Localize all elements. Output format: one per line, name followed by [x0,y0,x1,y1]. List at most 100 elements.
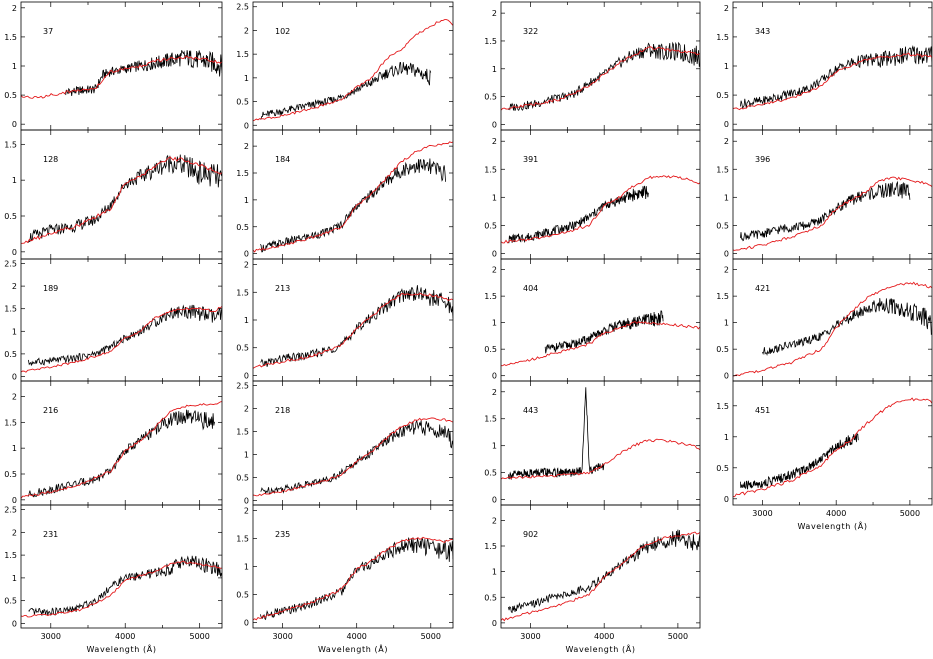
y-tick-label-443: 1 [492,442,497,451]
panel-title-322: 322 [523,27,538,36]
y-tick-label-216: 0.5 [4,470,17,479]
y-tick-label-421: 1 [724,319,729,328]
y-tick-label-235: 1 [244,563,249,572]
y-tick-label-184: 1.5 [236,169,249,178]
x-tick-label-231: 3000 [41,632,61,641]
y-tick-label-231: 0 [12,619,17,628]
panel-title-443: 443 [523,406,538,415]
panel-421: 0 0.5 1 1.5 2 421 [716,258,933,382]
series-model-189 [21,305,222,373]
y-tick-label-216: 0 [12,496,17,505]
frame-216 [20,380,223,506]
y-tick-label-902: 1.5 [484,542,497,551]
panel-title-451: 451 [755,406,770,415]
y-tick-label-213: 1 [244,316,249,325]
y-tick-label-184: 1 [244,196,249,205]
x-tick-label-451: 4000 [826,509,846,518]
series-observed-189 [28,304,222,366]
plot-area-391 [501,175,700,244]
y-tick-label-218: 1.5 [236,428,249,437]
y-tick-label-216: 1 [12,444,17,453]
series-model-37 [21,55,222,99]
plot-area-404 [501,310,700,367]
y-tick-label-184: 0 [244,250,249,259]
plot-area-902 [501,529,700,622]
y-tick-label-37: 2 [12,4,17,13]
y-tick-label-184: 0.5 [236,223,249,232]
series-model-443 [501,438,700,480]
y-tick-label-235: 2 [244,507,249,516]
y-tick-label-391: 1.5 [484,165,497,174]
plot-area-189 [21,304,222,373]
series-model-343 [733,52,932,111]
y-tick-label-37: 1 [12,62,17,71]
y-tick-label-189: 1.5 [4,305,17,314]
panel-title-235: 235 [275,530,290,539]
plot-area-421 [733,281,932,377]
y-tick-label-213: 0 [244,371,249,380]
y-tick-label-213: 2 [244,261,249,270]
series-observed-451 [740,432,859,490]
x-tick-label-451: 5000 [900,509,920,518]
y-tick-label-404: 0.5 [484,345,497,354]
y-tick-label-396: 0.5 [716,221,729,230]
panel-218: 0 0.5 1 1.5 2 2.5 218 [236,380,454,505]
panel-title-902: 902 [523,530,538,539]
panel-213: 0 0.5 1 1.5 2 213 [236,258,454,382]
frame-343 [732,1,933,131]
y-tick-label-102: 1 [244,74,249,83]
y-tick-label-902: 0 [492,619,497,628]
frame-404 [500,258,701,382]
panel-902: 0 0.5 1 1.5 2 3000 4000 5000 Wavelength (Å) 902 [484,504,701,654]
panel-451: 0 0.5 1 1.5 3000 4000 5000 Wavelength (Å) 451 [716,380,933,531]
series-model-102 [253,19,453,122]
frame-184 [252,129,454,260]
y-tick-label-421: 0.5 [716,345,729,354]
plot-area-184 [253,141,453,253]
panel-343: 0 0.5 1 1.5 2 343 [716,1,933,131]
plot-area-322 [501,41,700,111]
panel-title-218: 218 [275,406,290,415]
frame-902 [500,504,701,629]
plot-area-231 [21,555,222,618]
y-tick-label-216: 1.5 [4,418,17,427]
y-tick-label-235: 0.5 [236,590,249,599]
frame-231 [20,504,223,629]
series-observed-102 [260,62,432,120]
series-model-235 [253,536,453,621]
x-tick-label-231: 5000 [189,632,209,641]
series-observed-443 [508,387,605,480]
series-model-451 [733,397,932,498]
y-tick-label-391: 0.5 [484,221,497,230]
series-model-128 [21,156,222,244]
y-tick-label-128: 0 [12,248,17,257]
y-tick-label-218: 2 [244,405,249,414]
y-tick-label-396: 1.5 [716,165,729,174]
y-tick-label-322: 1 [492,65,497,74]
plot-area-216 [21,401,222,499]
panel-title-391: 391 [523,155,538,164]
y-tick-label-231: 2 [12,528,17,537]
y-tick-label-421: 2 [724,266,729,275]
panel-231: 0 0.5 1 1.5 2 2.5 3000 4000 5000 Wavelength (Å) 23… [4,504,223,654]
y-tick-label-396: 2 [724,137,729,146]
y-tick-label-218: 1 [244,450,249,459]
y-tick-label-322: 1.5 [484,37,497,46]
y-tick-label-451: 0.5 [716,464,729,473]
frame-189 [20,258,223,382]
plot-area-102 [253,19,453,122]
panel-title-102: 102 [275,27,290,36]
y-tick-label-451: 0 [724,495,729,504]
series-observed-128 [28,154,222,243]
series-model-231 [21,560,222,618]
y-tick-label-213: 0.5 [236,344,249,353]
panel-title-404: 404 [523,284,538,293]
panel-404: 0 0.5 1 1.5 2 404 [484,258,701,382]
x-axis-label-235: Wavelength (Å) [318,643,388,654]
panel-title-184: 184 [275,155,290,164]
y-tick-label-189: 1 [12,327,17,336]
y-tick-label-451: 1.5 [716,402,729,411]
plot-area-37 [21,50,222,99]
panel-102: 0 0.5 1 1.5 2 2.5 102 [236,1,454,131]
series-model-902 [501,531,700,622]
